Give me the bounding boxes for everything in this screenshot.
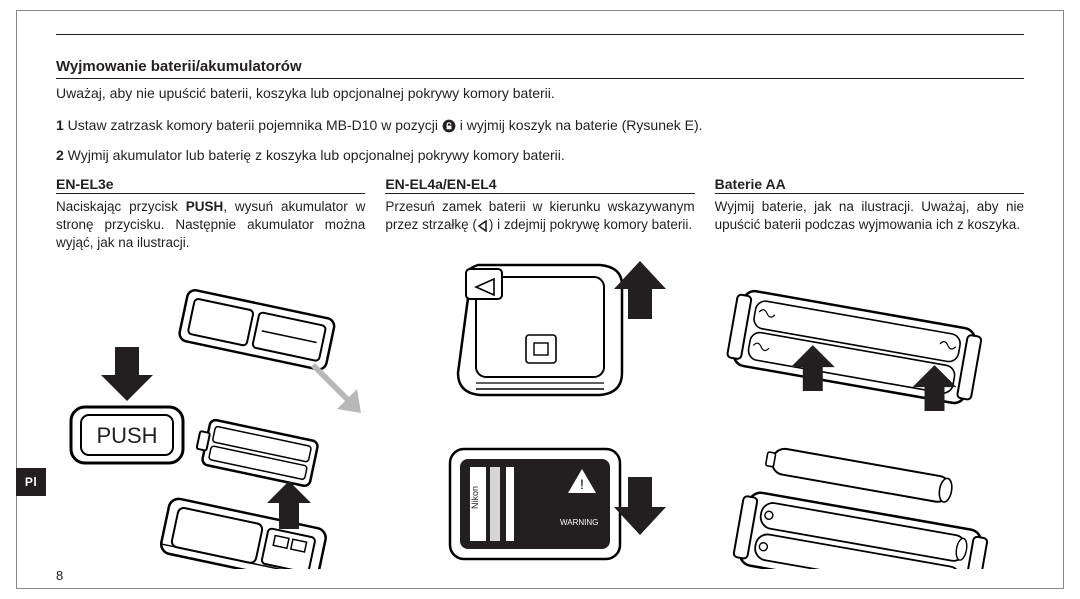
triangle-left-icon [477,219,489,237]
col1-rule [56,193,365,194]
svg-text:WARNING: WARNING [560,518,598,527]
col-en-el4: EN-EL4a/EN-EL4 Przesuń zamek baterii w k… [385,176,694,569]
page-number: 8 [56,568,63,583]
columns: EN-EL3e Naciskając przycisk PUSH, wysuń … [56,176,1024,569]
push-label: PUSH [96,423,157,448]
step-1: 1 Ustaw zatrzask komory baterii pojemnik… [56,116,1024,138]
col1-body: Naciskając przycisk PUSH, wysuń akumulat… [56,198,365,253]
col1-title: EN-EL3e [56,176,365,192]
step-1-text-b: i wyjmij koszyk na baterie (Rysunek E). [456,117,703,133]
step-2-text: Wyjmij akumulator lub baterię z koszyka … [64,147,565,163]
col2-figure: Nikon ! WARNING [385,249,694,569]
step-1-text-a: Ustaw zatrzask komory baterii pojemnika … [64,117,442,133]
intro-text: Uważaj, aby nie upuścić baterii, koszyka… [56,84,1024,103]
step-1-number: 1 [56,117,64,133]
unlock-icon [442,119,456,138]
svg-text:!: ! [580,476,584,492]
step-2-number: 2 [56,147,64,163]
col1-push: PUSH [186,199,224,214]
col2-title: EN-EL4a/EN-EL4 [385,176,694,192]
col1-text-a: Naciskając przycisk [56,199,186,214]
col3-title: Baterie AA [715,176,1024,192]
svg-text:Nikon: Nikon [470,486,480,509]
col-aa: Baterie AA Wyjmij baterie, jak na ilustr… [715,176,1024,569]
col2-text-b: ) i zdejmij pokrywę komory baterii. [489,217,692,232]
col3-figure [715,269,1024,569]
section-title: Wyjmowanie baterii/akumulatorów [56,58,302,75]
col2-body: Przesuń zamek baterii w kierunku wskazyw… [385,198,694,237]
col2-rule [385,193,694,194]
top-rule [56,34,1024,35]
col3-body: Wyjmij baterie, jak na ilustracji. Uważa… [715,198,1024,234]
language-tab: Pl [16,468,46,496]
col3-rule [715,193,1024,194]
col1-figure: PUSH [56,269,365,569]
section-title-rule [56,78,1024,79]
col-en-el3e: EN-EL3e Naciskając przycisk PUSH, wysuń … [56,176,365,569]
step-2: 2 Wyjmij akumulator lub baterię z koszyk… [56,146,1024,165]
